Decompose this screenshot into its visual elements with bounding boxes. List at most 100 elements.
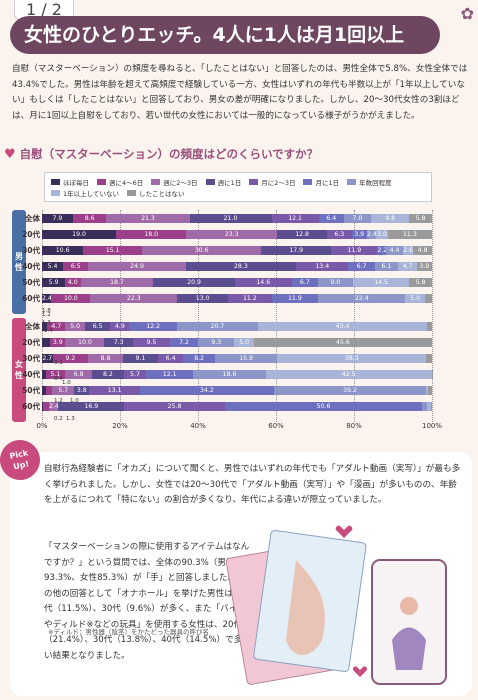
legend-label: したことはない bbox=[138, 189, 185, 198]
bar-segment: 20.9 bbox=[153, 278, 235, 287]
stacked-bar: 19.0 18.0 23.3 12.8 6.3 3.9 2.4 3.0 11.3 bbox=[42, 230, 432, 239]
bar-segment: 4.9 bbox=[110, 322, 130, 331]
bar-segment: 2.4 bbox=[49, 402, 59, 411]
stacked-bar: 2.7 9.2 8.8 9.1 6.4 8.2 15.9 38.3 bbox=[42, 354, 432, 363]
bar-segment bbox=[428, 386, 432, 395]
bar-segment: 28.3 bbox=[185, 262, 297, 271]
legend-label: 月に2〜3日 bbox=[261, 178, 296, 187]
bar-segment: 10.6 bbox=[42, 246, 84, 255]
legend-item: 1年以上していない bbox=[51, 187, 119, 198]
bar-segment: 4.7 bbox=[398, 262, 417, 271]
bar-segment: 38.3 bbox=[277, 354, 427, 363]
row-label: 50代 bbox=[22, 278, 40, 287]
bar-segment: 4.8 bbox=[413, 246, 432, 255]
bar-segment bbox=[42, 338, 51, 347]
row-label: 40代 bbox=[22, 262, 40, 271]
phone-figure-body bbox=[392, 627, 426, 670]
bar-segment: 12.2 bbox=[129, 322, 178, 331]
legend-item: 月に2〜3日 bbox=[249, 176, 295, 187]
bar-segment bbox=[42, 386, 46, 395]
bar-segment: 11.9 bbox=[331, 246, 378, 255]
bar-segment: 22.4 bbox=[318, 294, 406, 303]
bar-segment: 15.1 bbox=[83, 246, 143, 255]
female-group-label: 女性 bbox=[12, 318, 26, 422]
legend-label: 週に4〜6日 bbox=[109, 178, 144, 187]
bar-segment: 39.2 bbox=[273, 386, 427, 395]
question-text: 自慰（マスターベーション）の頻度はどのくらいですか？ bbox=[19, 147, 319, 161]
bar-segment: 8.2 bbox=[183, 354, 216, 363]
bar-segment: 13.4 bbox=[296, 262, 349, 271]
row-label: 20代 bbox=[22, 338, 40, 347]
legend-swatch bbox=[126, 189, 136, 196]
bar-segment: 3.8 bbox=[74, 386, 90, 395]
gridline bbox=[354, 210, 355, 422]
gridline bbox=[198, 210, 199, 422]
bar-segment: 9.5 bbox=[132, 338, 170, 347]
small-value-note: 1.0 bbox=[62, 380, 71, 386]
bar-segment: 10.0 bbox=[65, 338, 105, 347]
gridline bbox=[432, 210, 433, 422]
heart-deco-2 bbox=[353, 666, 367, 677]
stacked-bar: 5.4 6.5 24.9 28.3 13.4 6.7 6.1 4.7 3.9 bbox=[42, 262, 432, 271]
legend-item: 週に2〜3日 bbox=[151, 176, 198, 187]
stacked-bar: 2.4 10.0 22.3 13.0 11.2 11.9 22.4 5.0 bbox=[42, 294, 432, 303]
legend-label: 1年以上していない bbox=[63, 189, 119, 198]
bar-segment: 25.8 bbox=[124, 402, 225, 411]
legend-swatch bbox=[51, 178, 60, 185]
bar-segment bbox=[42, 402, 49, 411]
phone-figure-head bbox=[400, 597, 418, 615]
x-tick-label: 60% bbox=[268, 422, 284, 430]
bar-segment: 5.4 bbox=[42, 262, 64, 271]
bar-segment: 2.6 bbox=[403, 246, 414, 255]
question-heading: ♥ 自慰（マスターベーション）の頻度はどのくらいですか？ bbox=[4, 146, 318, 162]
bar-segment: 3.9 bbox=[351, 230, 367, 239]
legend-item: したことはない bbox=[126, 187, 185, 198]
bar-segment: 50.6 bbox=[224, 402, 423, 411]
bar-segment: 22.3 bbox=[90, 294, 178, 303]
bar-segment: 30.6 bbox=[142, 246, 262, 255]
magazine-illustration bbox=[225, 525, 447, 685]
bar-segment: 6.5 bbox=[84, 322, 111, 331]
row-label: 全体 bbox=[25, 322, 40, 331]
gridline bbox=[42, 210, 43, 422]
male-group-label: 男性 bbox=[12, 210, 26, 314]
bar-segment bbox=[426, 386, 429, 395]
legend-label: 週に1日 bbox=[217, 178, 242, 187]
bar-segment bbox=[426, 354, 432, 363]
legend-label: 週に2〜3日 bbox=[163, 178, 198, 187]
frequency-chart: ほぼ毎日 週に4〜6日 週に2〜3日 週に1日 月に2〜3日 月に1日 年数回程度 1年以上し… bbox=[6, 164, 472, 434]
row-label: 60代 bbox=[22, 294, 40, 303]
bar-segment: 9.8 bbox=[371, 214, 410, 223]
bar-segment: 5.8 bbox=[409, 278, 432, 287]
intro-paragraph: 自慰（マスターベーション）の頻度を尋ねると、「したことはない」と回答したのは、男… bbox=[12, 64, 468, 121]
chart-legend: ほぼ毎日 週に4〜6日 週に2〜3日 週に1日 月に2〜3日 月に1日 年数回程度 1年以上し… bbox=[44, 172, 432, 202]
small-value-note: 1.3 bbox=[66, 416, 75, 422]
bar-segment: 10.0 bbox=[51, 294, 91, 303]
x-tick-label: 80% bbox=[346, 422, 362, 430]
bar-segment: 5.7 bbox=[52, 386, 75, 395]
legend-item: 月に1日 bbox=[303, 176, 339, 187]
bar-segment: 19.0 bbox=[42, 230, 117, 239]
bar-segment: 4.0 bbox=[64, 278, 81, 287]
small-value-note: 0.2 bbox=[54, 416, 63, 422]
bar-segment: 7.9 bbox=[42, 214, 73, 223]
bar-segment: 15.9 bbox=[215, 354, 278, 363]
legend-label: 月に1日 bbox=[315, 178, 340, 187]
gridline bbox=[276, 210, 277, 422]
row-label: 30代 bbox=[22, 246, 40, 255]
row-label: 30代 bbox=[22, 354, 40, 363]
bar-segment: 7.3 bbox=[104, 338, 133, 347]
stacked-bar: 7.9 8.6 21.3 21.0 12.1 6.4 7.0 9.8 5.8 bbox=[42, 214, 432, 223]
small-value-note: 1.2 bbox=[42, 312, 51, 318]
x-tick-label: 40% bbox=[190, 422, 206, 430]
small-value-note: 0.1 bbox=[54, 360, 63, 366]
small-value-note: 1.0 bbox=[70, 398, 79, 404]
page-title: 女性のひとりエッチ。4人に1人は月1回以上 bbox=[10, 16, 440, 54]
bar-segment bbox=[422, 402, 428, 411]
bar-segment: 4.7 bbox=[47, 322, 66, 331]
bar-segment: 21.3 bbox=[106, 214, 190, 223]
bar-segment: 6.3 bbox=[327, 230, 352, 239]
bar-segment: 5.0 bbox=[405, 294, 425, 303]
bar-segment: 23.3 bbox=[186, 230, 278, 239]
bar-segment: 18.6 bbox=[193, 370, 266, 379]
